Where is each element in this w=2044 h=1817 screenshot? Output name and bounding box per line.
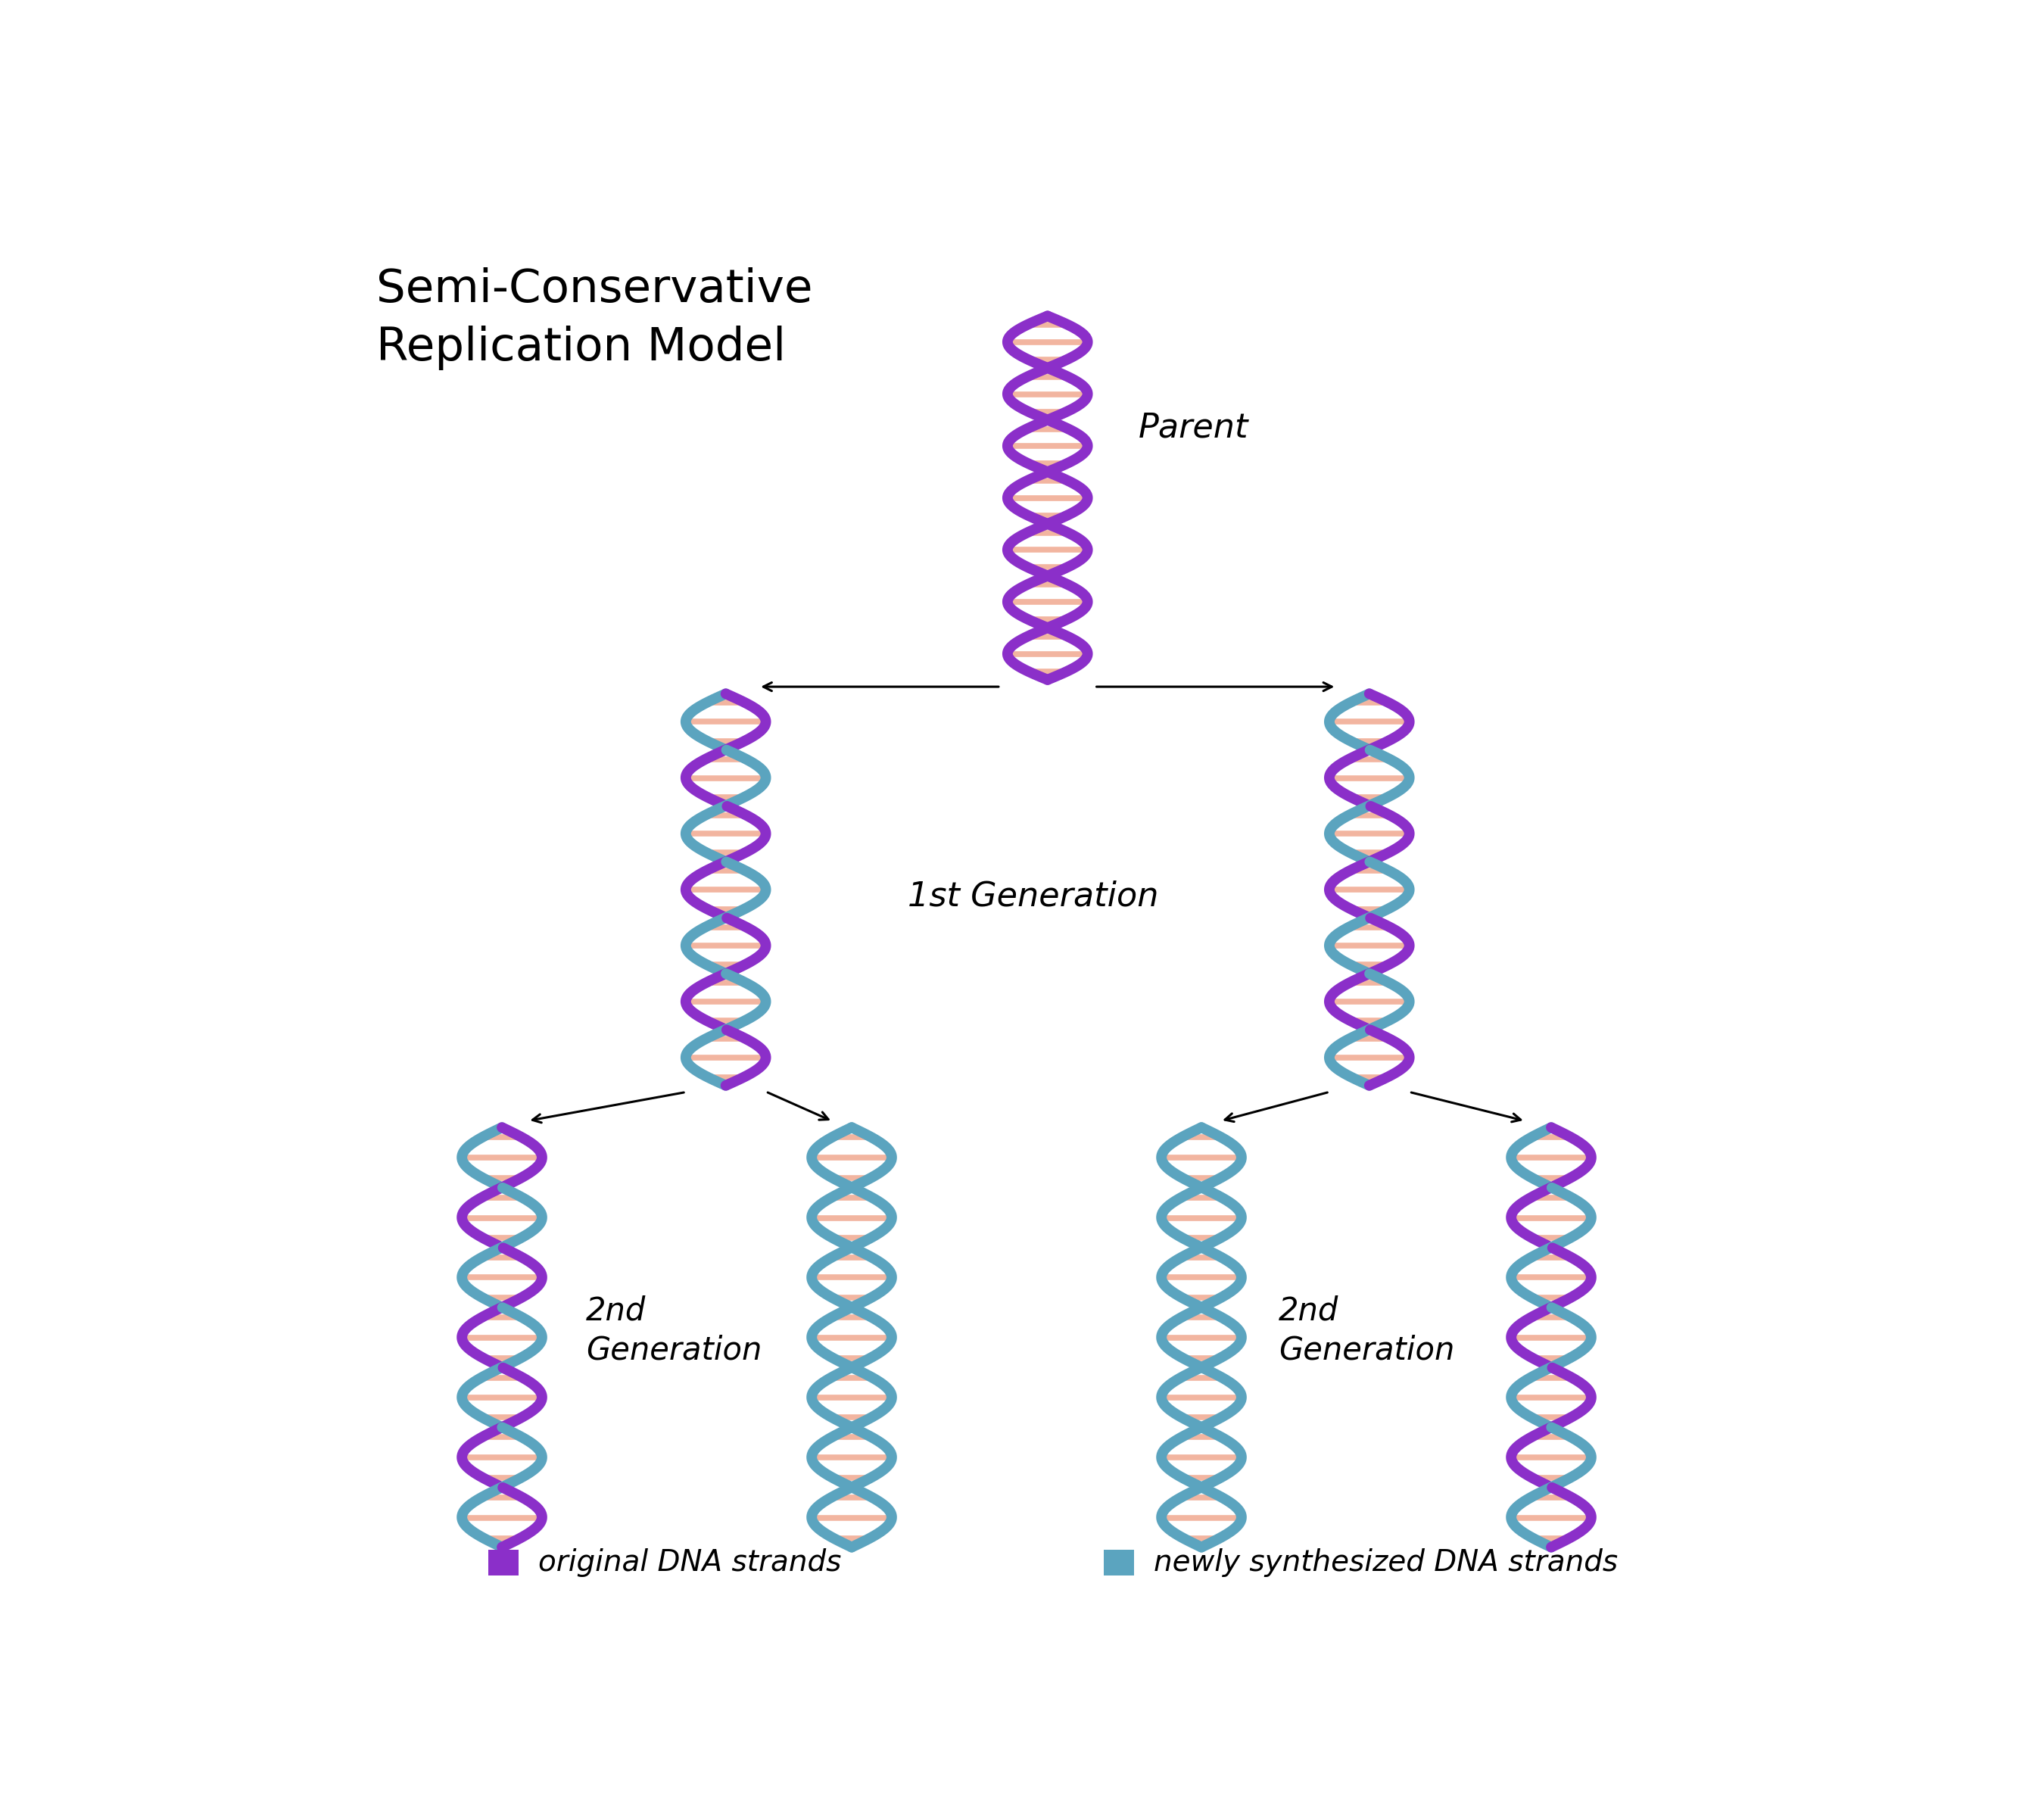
Text: 2nd
Generation: 2nd Generation xyxy=(587,1296,762,1366)
Text: Semi-Conservative
Replication Model: Semi-Conservative Replication Model xyxy=(376,267,811,371)
Bar xyxy=(1104,1550,1134,1575)
Text: newly synthesized DNA strands: newly synthesized DNA strands xyxy=(1155,1548,1619,1577)
Bar xyxy=(489,1550,519,1575)
Text: 1st Generation: 1st Generation xyxy=(908,879,1159,912)
Text: 2nd
Generation: 2nd Generation xyxy=(1278,1296,1453,1366)
Text: original DNA strands: original DNA strands xyxy=(538,1548,842,1577)
Text: Parent: Parent xyxy=(1139,412,1249,443)
